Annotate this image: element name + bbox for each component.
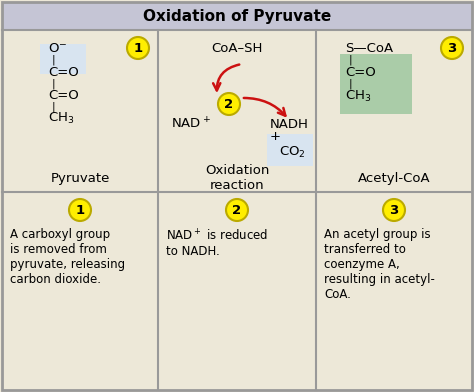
Text: Oxidation of Pyruvate: Oxidation of Pyruvate <box>143 9 331 24</box>
Text: |: | <box>349 55 353 65</box>
Bar <box>2 2 472 30</box>
Text: C=O: C=O <box>48 89 79 102</box>
Text: 2: 2 <box>224 98 234 111</box>
Text: +: + <box>270 129 281 143</box>
Text: An acetyl group is
transferred to
coenzyme A,
resulting in acetyl-
CoA.: An acetyl group is transferred to coenzy… <box>324 228 435 301</box>
Text: 2: 2 <box>232 203 242 216</box>
Text: 1: 1 <box>75 203 84 216</box>
Circle shape <box>218 93 240 115</box>
Text: 3: 3 <box>389 203 399 216</box>
Text: CH$_3$: CH$_3$ <box>48 111 74 125</box>
Text: CH$_3$: CH$_3$ <box>345 89 372 103</box>
Text: 3: 3 <box>447 42 456 54</box>
Text: O$^{-}$: O$^{-}$ <box>48 42 67 54</box>
Text: C=O: C=O <box>48 65 79 78</box>
Circle shape <box>226 199 248 221</box>
Text: |: | <box>349 79 353 89</box>
Text: NAD$^+$ is reduced
to NADH.: NAD$^+$ is reduced to NADH. <box>166 228 268 258</box>
Bar <box>267 134 313 166</box>
Circle shape <box>69 199 91 221</box>
Text: Pyruvate: Pyruvate <box>50 172 109 185</box>
Text: |: | <box>52 79 55 89</box>
Circle shape <box>441 37 463 59</box>
Text: Acetyl-CoA: Acetyl-CoA <box>358 172 430 185</box>
Text: A carboxyl group
is removed from
pyruvate, releasing
carbon dioxide.: A carboxyl group is removed from pyruvat… <box>10 228 125 286</box>
Circle shape <box>127 37 149 59</box>
Text: CoA–SH: CoA–SH <box>211 42 263 54</box>
Circle shape <box>383 199 405 221</box>
Bar <box>340 54 412 114</box>
Text: CO$_2$: CO$_2$ <box>279 144 305 160</box>
Text: C=O: C=O <box>345 65 376 78</box>
Text: NAD$^+$: NAD$^+$ <box>171 116 211 132</box>
Text: |: | <box>52 55 55 65</box>
Bar <box>40 44 86 74</box>
Text: NADH: NADH <box>270 118 309 131</box>
FancyArrowPatch shape <box>244 98 285 116</box>
FancyArrowPatch shape <box>213 65 239 91</box>
Text: S—CoA: S—CoA <box>345 42 393 54</box>
Text: 1: 1 <box>134 42 143 54</box>
Text: Oxidation
reaction: Oxidation reaction <box>205 164 269 192</box>
Text: |: | <box>52 102 55 112</box>
